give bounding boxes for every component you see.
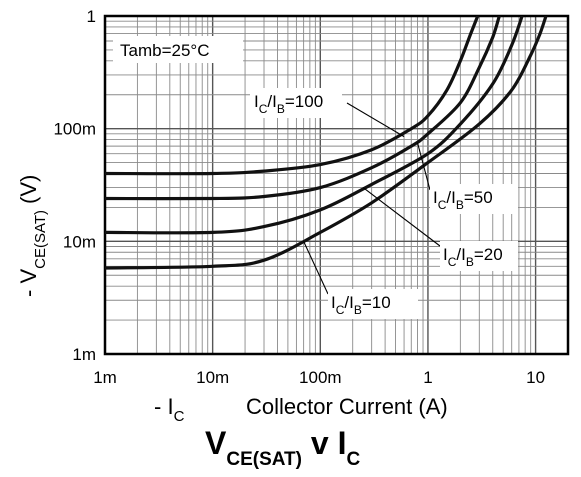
- x-tick-label: 1m: [93, 368, 117, 387]
- y-axis-label-rest: (V): [16, 175, 41, 204]
- series-label-2: IC/IB=20: [443, 245, 503, 269]
- x-axis-label: - IC: [154, 394, 185, 425]
- x-tick-label: 100m: [299, 368, 342, 387]
- x-tick-label: 10m: [196, 368, 229, 387]
- series-label-0: IC/IB=100: [254, 92, 323, 116]
- leader-line-3: [303, 241, 329, 295]
- y-axis-label-main: - V: [16, 269, 41, 297]
- leader-line-1: [416, 142, 431, 191]
- series-label-1: IC/IB=50: [433, 188, 493, 212]
- annotation-box: [113, 36, 243, 63]
- series-label-3: IC/IB=10: [331, 293, 391, 317]
- series-line-2: [105, 16, 524, 235]
- y-tick-label: 100m: [53, 120, 96, 139]
- leader-line-0: [346, 102, 405, 138]
- chart-title-mid: v I: [302, 425, 346, 461]
- series-line-0: [105, 16, 480, 176]
- plot-frame: [103, 14, 570, 356]
- chart-title: VCE(SAT) v IC: [205, 425, 360, 470]
- series-label-box-1: [430, 184, 518, 214]
- temperature-annotation: Tamb=25°C: [120, 41, 209, 60]
- x-axis-label-sub: C: [174, 408, 185, 425]
- leader-line-2: [362, 187, 441, 247]
- series-labels: IC/IB=100 IC/IB=50 IC/IB=20 IC/IB=10: [250, 88, 518, 319]
- tick-labels: 1m 10m 100m 1 10 1m 10m 100m 1: [53, 7, 545, 387]
- x-tick-label: 10: [526, 368, 545, 387]
- chart-title-sub2: C: [346, 449, 360, 470]
- y-tick-label: 1m: [72, 345, 96, 364]
- series-group: [105, 16, 548, 270]
- y-tick-label: 10m: [63, 232, 96, 251]
- series-label-box-2: [440, 241, 518, 271]
- chart-title-main: V: [205, 425, 227, 461]
- series-line-1: [105, 16, 501, 201]
- leader-lines: [303, 102, 441, 295]
- x-axis-label-rest: Collector Current (A): [246, 394, 448, 419]
- series-label-box-0: [250, 88, 342, 118]
- y-axis-label: - VCE(SAT) (V): [16, 175, 49, 297]
- series-line-3: [105, 16, 548, 270]
- y-tick-label: 1: [87, 7, 96, 26]
- chart-title-sub: CE(SAT): [226, 449, 302, 470]
- x-tick-label: 1: [423, 368, 432, 387]
- series-label-box-3: [328, 289, 418, 319]
- x-axis-label-main: - I: [154, 394, 174, 419]
- y-axis-label-sub: CE(SAT): [32, 210, 49, 269]
